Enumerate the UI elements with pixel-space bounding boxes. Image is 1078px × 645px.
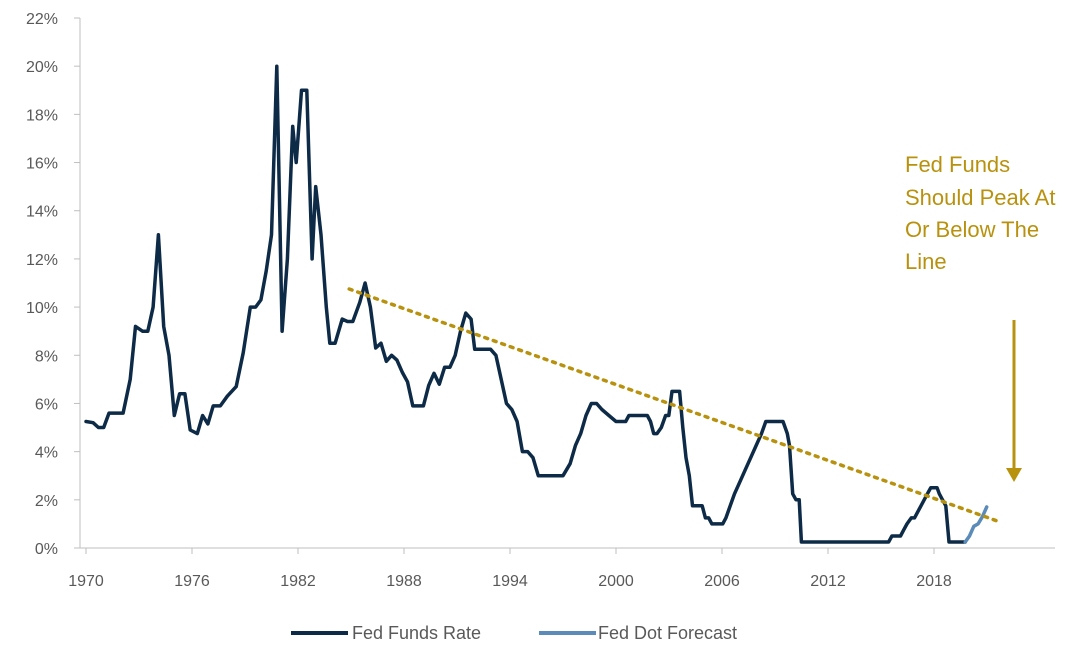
x-tick-label: 1970 <box>68 573 104 590</box>
y-tick-label: 10% <box>26 300 58 317</box>
fed-funds-rate-line <box>84 64 967 544</box>
x-tick-label: 2006 <box>704 573 740 590</box>
x-tick-label: 1976 <box>174 573 210 590</box>
x-tick-label: 2000 <box>598 573 634 590</box>
annotation-line-2: Should Peak At <box>905 185 1055 210</box>
y-tick-label: 20% <box>26 59 58 76</box>
annotation-line-1: Fed Funds <box>905 152 1010 177</box>
legend-label-dot-forecast: Fed Dot Forecast <box>598 623 737 643</box>
y-tick-label: 6% <box>35 396 58 413</box>
y-tick-label: 16% <box>26 156 58 173</box>
y-tick-label: 8% <box>35 348 58 365</box>
y-tick-label: 4% <box>35 445 58 462</box>
y-tick-label: 0% <box>35 541 58 558</box>
y-tick-label: 2% <box>35 493 58 510</box>
x-tick-label: 2012 <box>810 573 846 590</box>
annotation: Fed Funds Should Peak At Or Below The Li… <box>905 152 1055 482</box>
y-axis: 0% 2% 4% 6% 8% 10% 12% 14% 16% 18% 20% 22% <box>26 11 81 558</box>
y-tick-label: 22% <box>26 11 58 28</box>
x-tick-label: 1988 <box>386 573 422 590</box>
annotation-line-4: Line <box>905 249 947 274</box>
annotation-arrow-head-icon <box>1006 468 1022 482</box>
trend-line <box>347 287 1001 524</box>
x-axis: 1970 1976 1982 1988 1994 2000 2006 2012 2018 <box>68 547 1055 590</box>
x-tick-label: 1994 <box>492 573 528 590</box>
y-tick-label: 12% <box>26 252 58 269</box>
x-tick-label: 1982 <box>280 573 316 590</box>
y-tick-label: 18% <box>26 107 58 124</box>
plot-area <box>84 64 1001 544</box>
fed-dot-forecast-line <box>963 505 989 544</box>
annotation-line-3: Or Below The <box>905 217 1039 242</box>
legend-label-fed-funds: Fed Funds Rate <box>352 623 481 643</box>
legend: Fed Funds Rate Fed Dot Forecast <box>291 623 737 643</box>
y-tick-label: 14% <box>26 204 58 221</box>
x-tick-label: 2018 <box>916 573 952 590</box>
